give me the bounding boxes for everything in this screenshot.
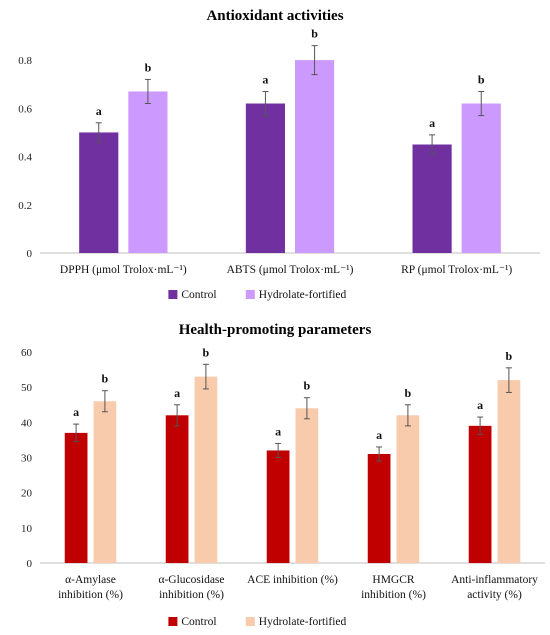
bar-control	[165, 415, 189, 563]
category-label: α-Amylase inhibition (%)	[58, 574, 123, 601]
bar-control	[367, 453, 391, 563]
bar-control	[412, 144, 452, 253]
bar-fortified	[194, 376, 218, 563]
significance-letter: b	[304, 379, 311, 393]
health-chart: Health-promoting parameters 0 10 20 30 40 50 6…	[21, 322, 545, 628]
y-tick-label: 60	[21, 347, 33, 359]
y-tick-label: 10	[21, 523, 33, 535]
category-label: RP (μmol Trolox·mL⁻¹)	[401, 264, 512, 276]
significance-letter: b	[203, 345, 210, 359]
legend-label: Control	[181, 289, 216, 301]
antioxidant-chart: Antioxidant activities 0 0.2 0.4 0.6 0.8 a b DP…	[18, 8, 540, 301]
y-tick-label: 30	[21, 453, 33, 465]
category-label: DPPH (μmol Trolox·mL⁻¹)	[60, 264, 187, 276]
bar-control	[266, 450, 290, 563]
significance-letter: b	[478, 72, 485, 86]
bar-fortified	[461, 103, 501, 253]
y-tick-label: 0.6	[18, 103, 32, 115]
bar-control	[79, 132, 119, 253]
legend-swatch	[168, 617, 178, 626]
bar-fortified	[93, 401, 117, 563]
bar-control	[245, 103, 285, 253]
bar-fortified	[128, 91, 168, 253]
bar-fortified	[295, 408, 319, 563]
chart-title: Health-promoting parameters	[179, 322, 372, 338]
bar-control	[64, 432, 88, 563]
legend-swatch	[168, 290, 178, 299]
category-label: ACE inhibition (%)	[247, 574, 338, 586]
bar-fortified	[295, 60, 335, 253]
bar-fortified	[396, 415, 420, 563]
significance-letter: a	[96, 104, 102, 118]
bar-control	[468, 425, 492, 563]
y-tick-label: 40	[21, 417, 33, 429]
significance-letter: a	[275, 424, 281, 438]
y-tick-label: 0	[27, 558, 33, 570]
chart-title: Antioxidant activities	[206, 8, 343, 24]
y-tick-label: 0	[27, 248, 33, 260]
significance-letter: b	[102, 372, 109, 386]
significance-letter: b	[145, 60, 152, 74]
category-label: ABTS (μmol Trolox·mL⁻¹)	[227, 264, 354, 276]
significance-letter: a	[174, 386, 180, 400]
significance-letter: a	[477, 398, 483, 412]
bar-fortified	[497, 380, 521, 563]
legend-label: Hydrolate-fortified	[259, 289, 347, 301]
y-tick-label: 50	[21, 382, 33, 394]
category-label: Anti-inflammatory activity (%)	[451, 574, 538, 601]
significance-letter: a	[376, 428, 382, 442]
legend-swatch	[245, 290, 255, 299]
significance-letter: b	[405, 386, 412, 400]
y-tick-label: 0.4	[18, 152, 32, 164]
significance-letter: a	[73, 405, 79, 419]
significance-letter: b	[311, 27, 318, 41]
y-tick-label: 0.2	[18, 200, 32, 212]
legend-swatch	[245, 617, 255, 626]
significance-letter: a	[262, 72, 268, 86]
category-label: α-Glucosidase inhibition (%)	[158, 574, 224, 601]
y-tick-label: 0.8	[18, 55, 32, 67]
significance-letter: b	[506, 349, 513, 363]
legend-label: Hydrolate-fortified	[259, 616, 347, 628]
y-tick-label: 20	[21, 488, 33, 500]
significance-letter: a	[429, 116, 435, 130]
category-label: HMGCR inhibition (%)	[361, 574, 426, 601]
legend-label: Control	[181, 616, 216, 628]
